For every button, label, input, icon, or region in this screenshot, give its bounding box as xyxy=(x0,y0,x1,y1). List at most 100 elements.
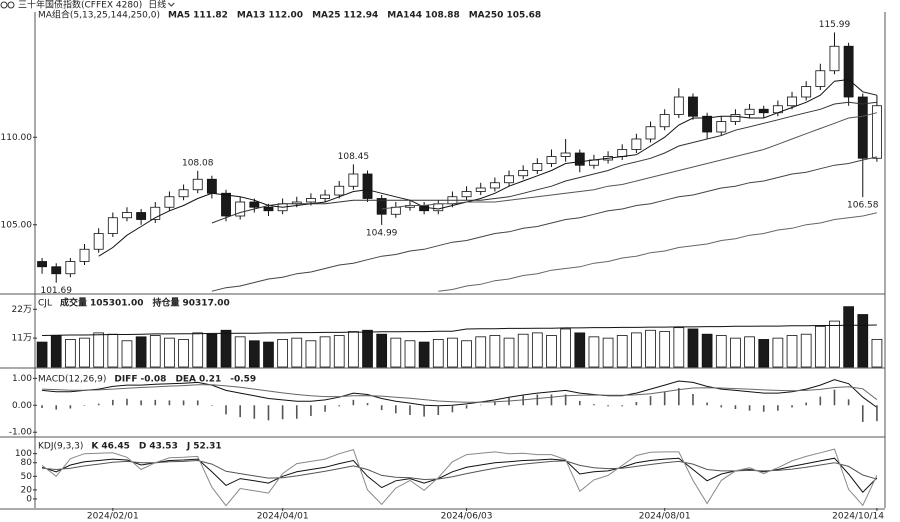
volume-bar xyxy=(701,333,713,368)
icon xyxy=(7,1,15,9)
candle-body xyxy=(150,206,161,220)
volume-bar xyxy=(489,335,501,368)
volume-bar xyxy=(362,329,373,368)
volume-bar xyxy=(277,339,288,368)
volume-bar xyxy=(560,328,571,368)
macd-bar xyxy=(720,405,723,408)
volume-bar xyxy=(602,337,614,368)
macd-bar xyxy=(112,399,114,406)
legend-name: D xyxy=(139,442,146,452)
candle-body xyxy=(376,198,387,215)
legend-name: DIFF xyxy=(114,375,137,385)
series-line xyxy=(42,324,877,336)
series-line xyxy=(211,156,878,292)
macd-bar xyxy=(734,405,737,410)
candle-body xyxy=(419,205,430,212)
volume-bar xyxy=(36,341,48,368)
y-tick-label: 0 xyxy=(26,494,32,504)
legend-value: 43.53 xyxy=(149,442,177,452)
indicator-label: CJL xyxy=(38,299,52,309)
volume-bar xyxy=(107,333,119,368)
macd-bar xyxy=(465,405,468,409)
candle-body xyxy=(730,114,741,122)
volume-bar xyxy=(829,320,840,368)
series-line xyxy=(211,101,877,224)
volume-bar xyxy=(404,340,416,368)
candle-body xyxy=(758,108,769,114)
candle-body xyxy=(857,96,868,159)
candle-body xyxy=(305,198,316,203)
volume-bar xyxy=(687,328,699,368)
legend-name: MA250 xyxy=(469,11,504,21)
volume-bar xyxy=(220,329,232,368)
volume-bar xyxy=(574,332,586,368)
price-annotation: 106.58 xyxy=(847,201,879,211)
y-tick-label: -1.00 xyxy=(9,428,33,438)
volume-bar xyxy=(418,341,430,368)
candle-body xyxy=(504,175,514,184)
candle-body xyxy=(461,191,472,198)
candle-body xyxy=(362,173,373,199)
volume-bar xyxy=(517,333,529,368)
volume-bar xyxy=(149,335,161,368)
candle-body xyxy=(122,212,132,219)
indicator-label: KDJ(9,3,3) xyxy=(38,442,83,452)
candle-body xyxy=(787,96,797,107)
dropdown-icon[interactable] xyxy=(167,2,175,7)
legend-name: J xyxy=(186,442,190,452)
y-tick-label: 80 xyxy=(21,458,33,468)
volume-bar xyxy=(79,337,90,368)
series-line xyxy=(381,112,878,210)
price-annotation: 115.99 xyxy=(819,20,851,30)
legend-name: MA25 xyxy=(312,11,340,21)
series-line xyxy=(438,212,878,292)
volume-bar xyxy=(546,335,557,368)
macd-bar xyxy=(550,394,553,406)
candle-body xyxy=(702,115,713,133)
series-line xyxy=(42,379,878,408)
period-label[interactable]: 日线 xyxy=(148,0,166,11)
macd-bar xyxy=(97,403,100,406)
candle-body xyxy=(348,173,359,187)
candle-body xyxy=(532,163,543,171)
macd-bar xyxy=(352,399,355,406)
legend-name: K xyxy=(91,442,99,452)
macd-bar xyxy=(83,405,86,406)
price-annotation: 101.69 xyxy=(40,286,72,296)
volume-bar xyxy=(50,335,62,368)
legend-value: 105.68 xyxy=(506,11,541,21)
macd-bar xyxy=(225,405,227,415)
x-tick-label: 2024/06/03 xyxy=(441,512,493,522)
macd-bar xyxy=(69,405,72,409)
volume-bar xyxy=(164,337,175,368)
volume-bar xyxy=(263,341,274,368)
candle-body xyxy=(631,138,642,150)
volume-bar xyxy=(65,339,76,368)
macd-bar xyxy=(211,405,213,406)
volume-bar xyxy=(135,336,147,368)
candle-body xyxy=(815,70,826,87)
candle-body xyxy=(263,206,274,212)
legend-name: MA144 xyxy=(387,11,422,21)
volume-bar xyxy=(843,306,854,368)
volume-bar xyxy=(93,332,105,368)
macd-bar xyxy=(805,402,807,406)
macd-bar xyxy=(607,405,609,407)
candle-body xyxy=(617,149,628,157)
macd-bar xyxy=(777,405,779,411)
volume-bar xyxy=(857,314,869,368)
macd-bar xyxy=(522,395,524,406)
series-line xyxy=(42,384,878,403)
macd-bar xyxy=(395,405,397,414)
volume-bar xyxy=(531,332,543,368)
volume-bar xyxy=(178,339,189,368)
x-tick-label: 2024/02/01 xyxy=(87,512,139,522)
macd-bar xyxy=(310,405,312,417)
candle-body xyxy=(546,156,557,164)
legend-value: 46.45 xyxy=(101,442,129,452)
candle-body xyxy=(716,121,727,133)
macd-bar xyxy=(196,400,199,406)
candle-body xyxy=(51,266,62,275)
